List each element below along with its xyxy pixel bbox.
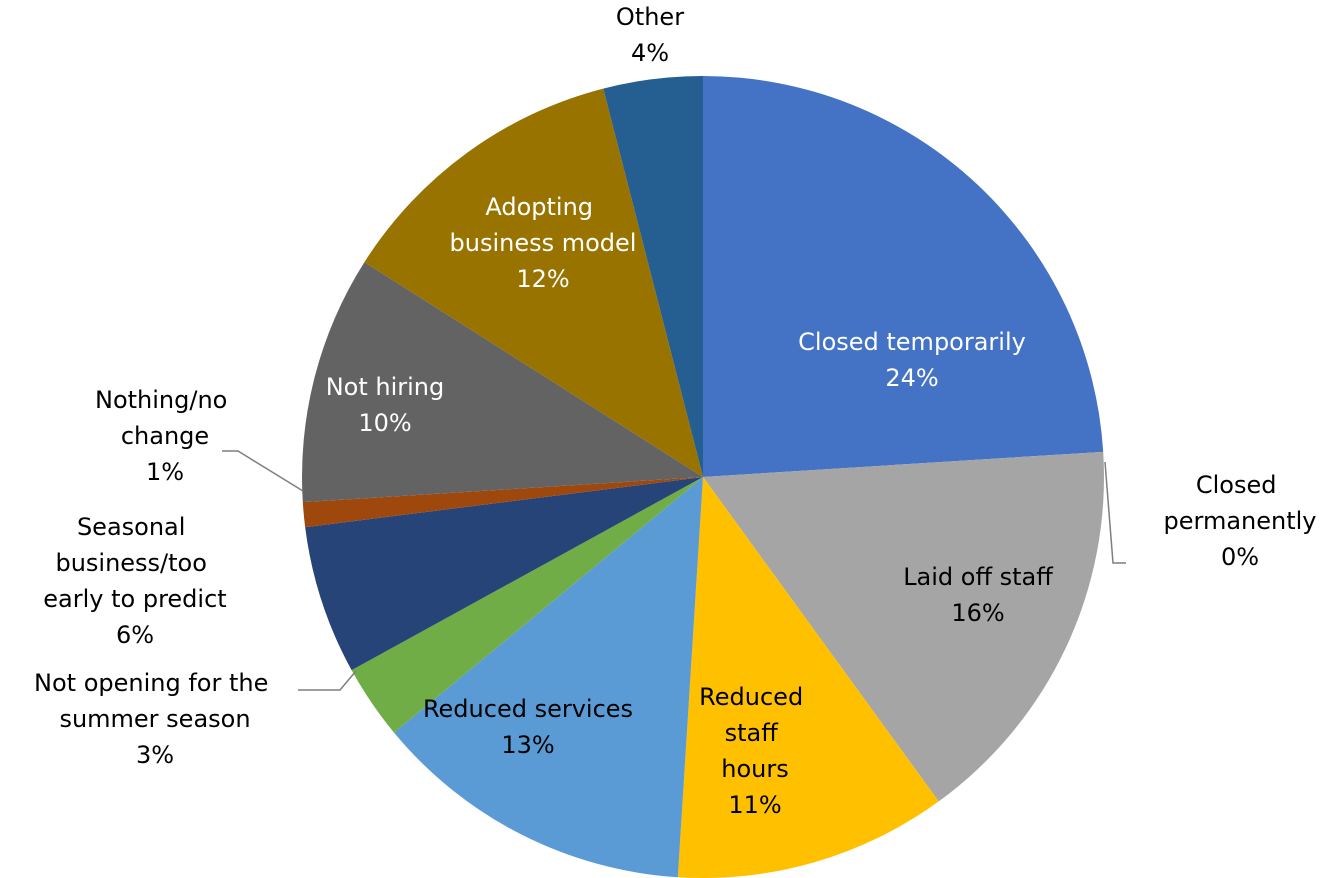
value-label: 13% bbox=[501, 731, 554, 759]
value-label: 3% bbox=[136, 741, 174, 769]
value-label: 6% bbox=[116, 621, 154, 649]
value-label: 1% bbox=[146, 458, 184, 486]
category-label: Not opening for the summer season bbox=[34, 669, 276, 733]
value-label: 24% bbox=[885, 364, 938, 392]
value-label: 0% bbox=[1221, 543, 1259, 571]
value-label: 4% bbox=[631, 39, 669, 67]
pie-slice bbox=[703, 451, 1105, 802]
pie-slice bbox=[302, 477, 703, 528]
value-label: 10% bbox=[358, 409, 411, 437]
value-label: 11% bbox=[728, 791, 781, 819]
pie-slice bbox=[603, 76, 703, 477]
pie-slice bbox=[351, 477, 703, 733]
pie-slice bbox=[677, 477, 939, 878]
category-label: Not hiring bbox=[326, 373, 445, 401]
category-label: Reduced services bbox=[423, 695, 633, 723]
value-label: 16% bbox=[951, 599, 1004, 627]
category-label: Nothing/no change bbox=[95, 386, 235, 450]
category-label: Closed permanently bbox=[1164, 471, 1317, 535]
pie-slice bbox=[364, 88, 703, 478]
leader-line bbox=[222, 450, 304, 492]
pie-slice bbox=[703, 76, 1104, 477]
pie-slice bbox=[305, 477, 703, 671]
leader-line bbox=[1104, 461, 1126, 564]
leader-line bbox=[298, 670, 357, 691]
category-label: Seasonal business/too early to predict bbox=[43, 513, 226, 613]
category-label: Reduced staff hours bbox=[699, 683, 811, 783]
pie-slice bbox=[394, 477, 703, 878]
category-label: Laid off staff bbox=[903, 563, 1053, 591]
pie-slice bbox=[302, 262, 703, 503]
category-label: Adopting business model bbox=[450, 193, 637, 257]
value-label: 12% bbox=[516, 265, 569, 293]
category-label: Closed temporarily bbox=[798, 328, 1026, 356]
category-label: Other bbox=[616, 3, 684, 31]
